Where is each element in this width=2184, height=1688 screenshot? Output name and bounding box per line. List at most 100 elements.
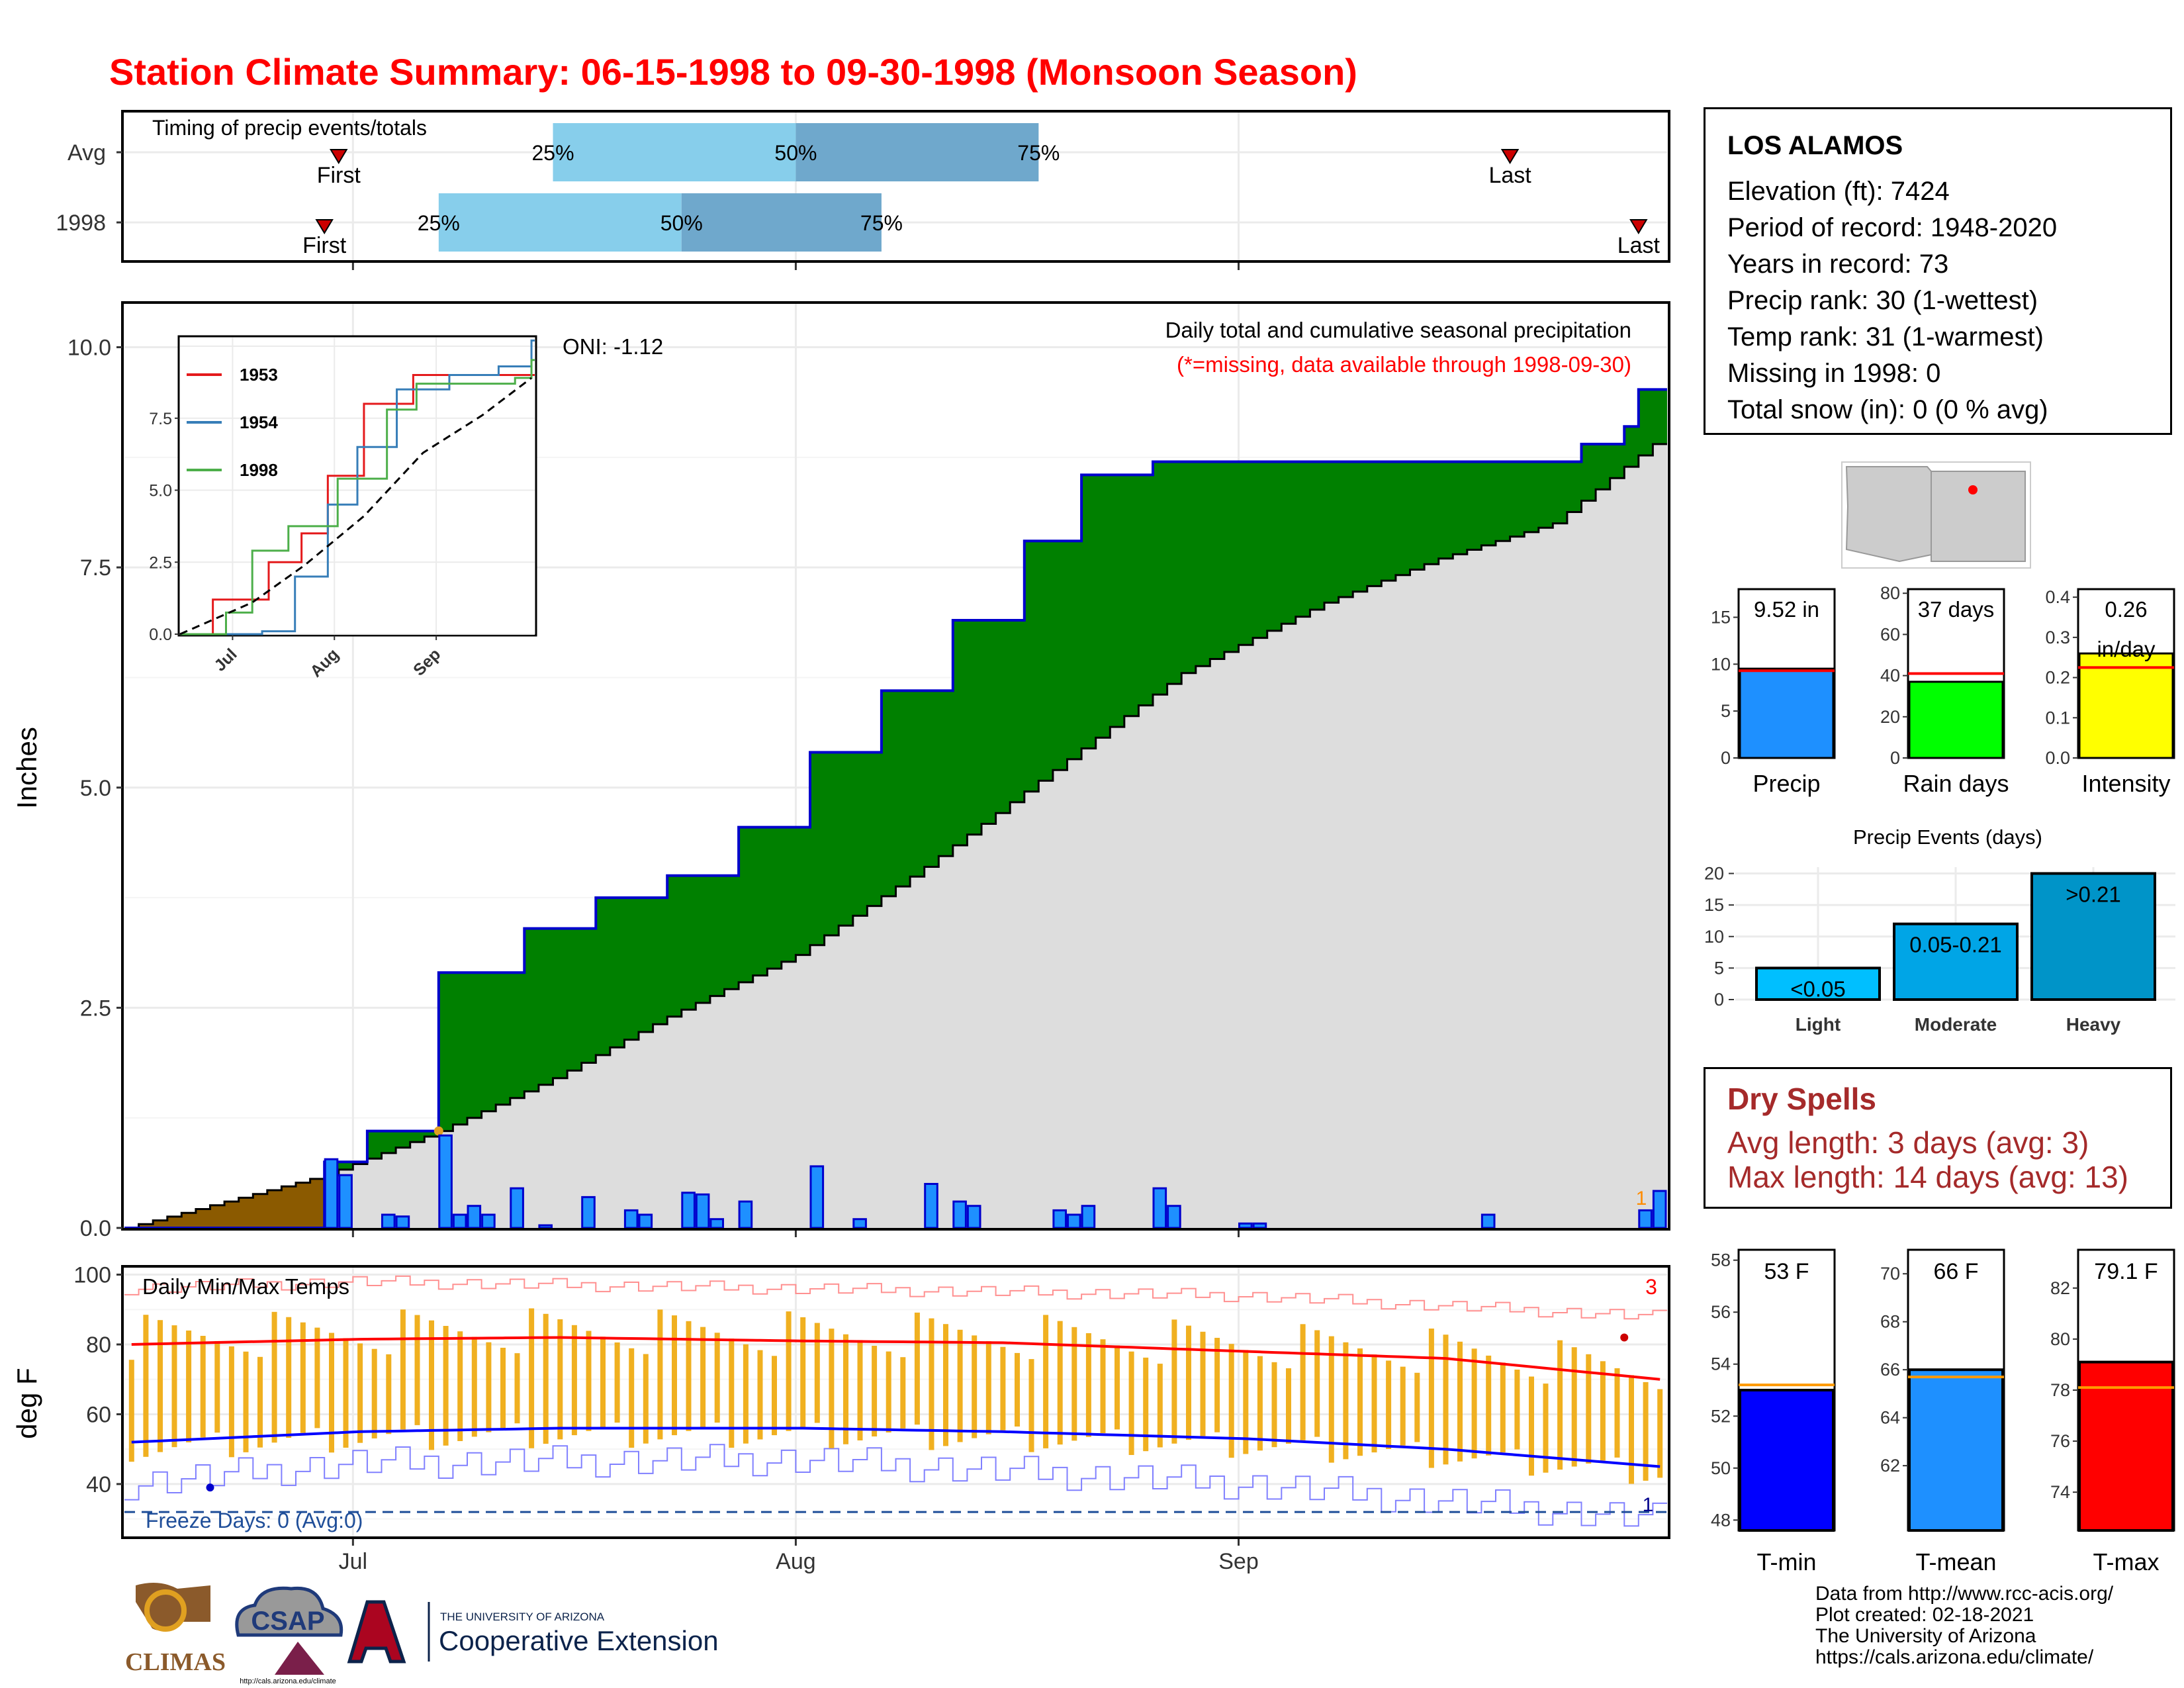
daily-precip-bar xyxy=(1167,1205,1181,1229)
station-missing-days: Missing in 1998: 0 xyxy=(1727,359,1941,388)
daily-precip-bar xyxy=(952,1200,967,1229)
daily-temp-range-bar xyxy=(1600,1361,1606,1461)
daily-temp-range-bar xyxy=(1257,1356,1263,1451)
events-y-tick-label: 20 xyxy=(1704,864,1724,884)
daily-precip-bar xyxy=(638,1213,653,1229)
daily-precip-bar xyxy=(809,1165,825,1229)
credit-plot-created: Plot created: 02-18-2021 xyxy=(1815,1604,2034,1626)
daily-precip-bar xyxy=(738,1200,753,1229)
timing-q25-label: 25% xyxy=(418,211,460,235)
temp-y-tick-label: 40 xyxy=(86,1472,111,1497)
daily-temp-range-bar xyxy=(1100,1339,1106,1433)
oni-label: ONI: -1.12 xyxy=(563,334,663,359)
daily-temp-range-bar xyxy=(1586,1354,1592,1464)
daily-temp-range-bar xyxy=(1571,1347,1577,1467)
daily-temp-range-bar xyxy=(957,1329,963,1442)
daily-precip-bar xyxy=(1152,1187,1167,1229)
temp-panel-frame xyxy=(121,1265,1670,1539)
daily-temp-range-bar xyxy=(800,1317,806,1427)
station-location-dot xyxy=(1968,485,1978,494)
x-tick-label: Aug xyxy=(776,1549,816,1574)
daily-temp-range-bar xyxy=(643,1354,649,1444)
daily-temp-range-bar xyxy=(486,1342,492,1432)
record-low-count: 1 xyxy=(1643,1494,1654,1516)
daily-temp-range-bar xyxy=(857,1340,863,1440)
events-y-tick-label: 10 xyxy=(1704,927,1724,947)
summary-bar-Precip xyxy=(1739,667,1835,759)
daily-temp-range-bar xyxy=(571,1325,577,1436)
daily-temp-range-bar xyxy=(914,1312,920,1425)
summary-bar-y-tick-label: 60 xyxy=(1880,624,1900,644)
daily-temp-range-bar xyxy=(1529,1376,1534,1476)
temp-bar-y-tick-label: 50 xyxy=(1711,1458,1731,1478)
daily-precip-bar xyxy=(1052,1209,1068,1229)
credit-data-source: Data from http://www.rcc-acis.org/ xyxy=(1815,1583,2114,1605)
temperature-summary-bars: 48 50 52 54 56 58 53 F T-min 62 64 66 68 70 66 F T-mea… xyxy=(1711,1248,2175,1575)
station-total-snow: Total snow (in): 0 (0 % avg) xyxy=(1727,395,2048,424)
daily-temp-range-bar xyxy=(1043,1315,1049,1448)
temp-bar-y-tick-label: 62 xyxy=(1880,1456,1900,1476)
record-high-line xyxy=(124,1275,1667,1320)
daily-temp-range-bar xyxy=(1357,1348,1363,1456)
daily-temp-range-bar xyxy=(1428,1329,1434,1468)
inset-legend-label: 1953 xyxy=(240,365,278,385)
timing-last-label: Last xyxy=(1617,233,1661,258)
daily-temp-range-bar xyxy=(600,1336,606,1427)
events-y-tick-label: 0 xyxy=(1714,990,1724,1009)
daily-temp-range-bar xyxy=(128,1360,134,1462)
daily-temp-range-bar xyxy=(1157,1364,1163,1448)
daily-precip-bar xyxy=(1081,1205,1096,1229)
daily-temp-range-bar xyxy=(686,1321,692,1431)
daily-precip-bar xyxy=(510,1187,524,1229)
x-tick-label: Sep xyxy=(1218,1549,1259,1574)
daily-temp-range-bar xyxy=(1128,1351,1134,1455)
daily-temp-range-bar xyxy=(1343,1342,1349,1460)
daily-precip-bar xyxy=(438,1134,453,1229)
timing-label: Timing of precip events/totals xyxy=(152,116,427,140)
daily-temp-range-bar xyxy=(158,1320,163,1452)
daily-temp-range-bar xyxy=(1085,1333,1091,1437)
daily-temp-range-bar xyxy=(286,1317,292,1438)
average-cumulative-line xyxy=(124,443,1667,1229)
daily-temp-range-bar xyxy=(1657,1389,1663,1478)
events-category-label: Moderate xyxy=(1915,1014,1997,1035)
temp-y-axis-label: deg F xyxy=(11,1368,42,1438)
seasonal-summary-bars: 0 5 10 15 9.52 in Precip 0 20 40 60 80 37 days Rain … xyxy=(1711,583,2175,797)
daily-temp-range-bar xyxy=(1386,1360,1392,1449)
summary-bar-y-tick-label: 0.2 xyxy=(2045,668,2070,688)
daily-temp-range-bar xyxy=(243,1351,249,1452)
daily-precip-bar xyxy=(623,1209,639,1229)
summary-bar-name: Rain days xyxy=(1903,770,2009,797)
daily-precip-bar xyxy=(966,1205,981,1229)
daily-temp-range-bar xyxy=(929,1318,934,1450)
daily-temp-range-bar xyxy=(743,1344,749,1444)
summary-bar-y-tick-label: 0 xyxy=(1721,748,1731,768)
average-cumulative-area xyxy=(124,444,1667,1228)
record-low-line xyxy=(124,1444,1667,1527)
cumulative-1998-line xyxy=(124,388,1667,1229)
daily-precip-bar xyxy=(481,1213,496,1229)
daily-precip-bar xyxy=(1638,1209,1653,1229)
station-temp-rank: Temp rank: 31 (1-warmest) xyxy=(1727,322,2044,352)
daily-temp-range-bar xyxy=(1000,1346,1006,1430)
summary-bar-y-tick-label: 20 xyxy=(1880,707,1900,727)
daily-temp-range-bar xyxy=(886,1351,891,1432)
daily-temp-range-bar xyxy=(1471,1348,1477,1459)
timing-row-label-avg: Avg xyxy=(68,140,106,165)
dry-spells-max-length: Max length: 14 days (avg: 13) xyxy=(1727,1160,2128,1194)
events-bar-label: >0.21 xyxy=(2066,882,2121,907)
temp-bar-y-tick-label: 56 xyxy=(1711,1302,1731,1322)
university-of-arizona-logo: THE UNIVERSITY OF ARIZONA Cooperative Ex… xyxy=(347,1600,719,1664)
daily-temp-range-bar xyxy=(772,1356,777,1436)
daily-temp-range-bar xyxy=(1271,1362,1277,1448)
temperature-panel: 40 60 80 100 deg F Daily Min/Max Temps Free… xyxy=(11,1231,1670,1574)
daily-temp-range-bar xyxy=(1214,1338,1220,1432)
csap-logo: CSAP http://cals.arizona.edu/climate xyxy=(235,1586,343,1685)
temp-bar-value-label: 66 F xyxy=(1933,1259,1978,1284)
daily-temp-range-bar xyxy=(1371,1354,1377,1453)
daily-temp-range-bar xyxy=(1186,1325,1191,1440)
precip-daily-bars xyxy=(324,1134,1667,1229)
record-high-marker xyxy=(1620,1333,1629,1342)
station-years-in-record: Years in record: 73 xyxy=(1727,250,1949,279)
